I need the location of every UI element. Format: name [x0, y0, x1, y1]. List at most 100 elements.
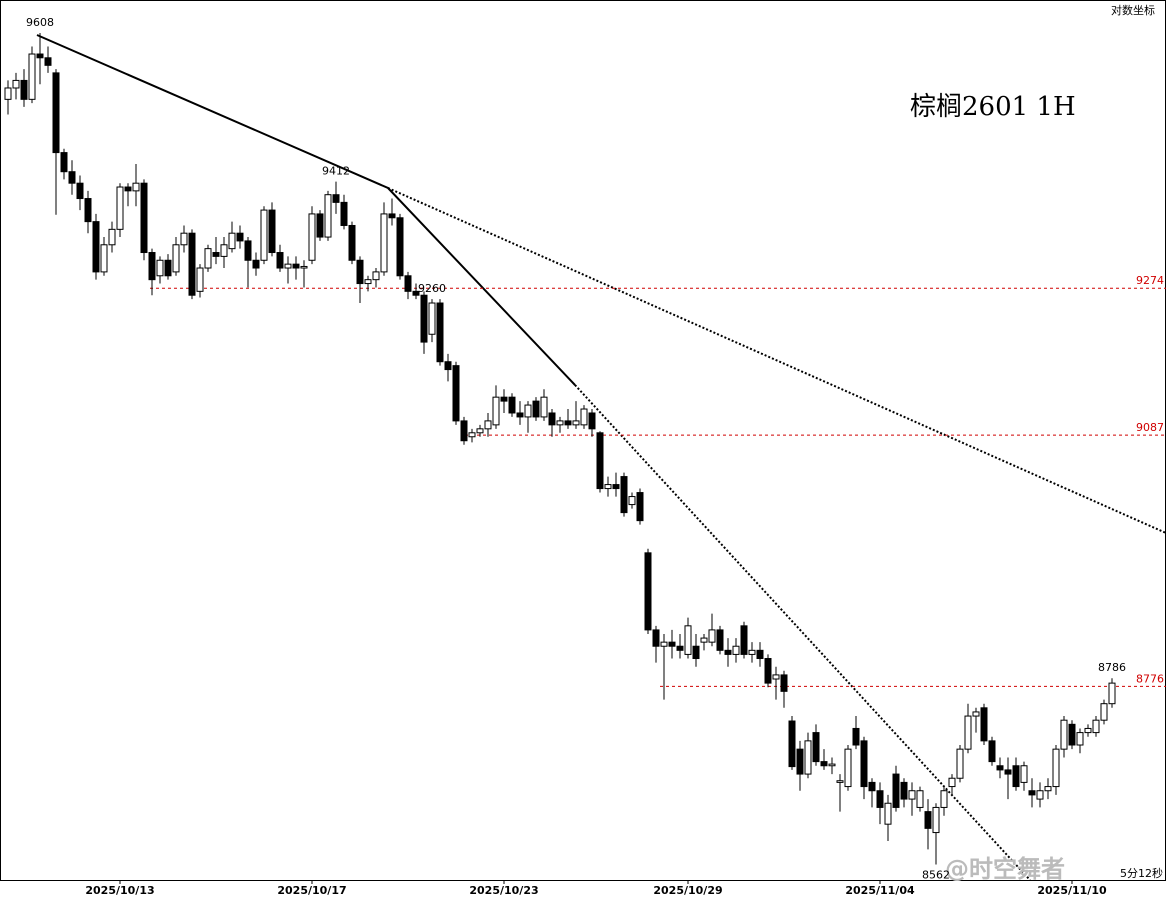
candle-body — [292, 263, 300, 269]
candle-body — [412, 290, 420, 296]
x-tick-label: 2025/10/29 — [653, 884, 722, 897]
candle-body — [644, 552, 652, 631]
candle-body — [492, 396, 500, 426]
candle-body — [340, 201, 348, 226]
candle-body — [124, 186, 132, 192]
candle-body — [532, 400, 540, 418]
candle-body — [20, 79, 28, 100]
candle-body — [852, 727, 860, 746]
candle-body — [12, 79, 20, 89]
candle-body — [236, 232, 244, 242]
candle-body — [332, 194, 340, 203]
candle-body — [36, 53, 44, 59]
candle-body — [92, 221, 100, 273]
candle-body — [1012, 765, 1020, 788]
candle-body — [156, 259, 164, 277]
candle-body — [756, 649, 764, 660]
candle-body — [148, 252, 156, 281]
candle-body — [708, 629, 716, 643]
trend-line-dotted — [574, 384, 1031, 881]
candle-body — [596, 432, 604, 490]
candle-body — [468, 432, 476, 438]
candle-body — [500, 396, 508, 402]
candle-body — [652, 629, 660, 647]
candle-body — [308, 213, 316, 261]
price-annotation: 9412 — [322, 165, 350, 178]
candle-body — [220, 244, 228, 257]
candle-body — [172, 244, 180, 273]
candle-body — [132, 182, 140, 192]
candle-body — [812, 732, 820, 763]
candle-body — [76, 182, 84, 200]
price-annotation: 8562 — [922, 869, 950, 882]
candle-body — [668, 641, 676, 647]
trend-lines — [36, 34, 1167, 881]
candle-body — [116, 186, 124, 230]
candle-body — [244, 240, 252, 261]
candle-body — [84, 198, 92, 223]
price-annotation: 9260 — [418, 282, 446, 295]
candle-body — [452, 365, 460, 422]
candle-body — [212, 252, 220, 257]
candle-body — [892, 773, 900, 808]
candle-body — [572, 420, 580, 426]
candle-body — [588, 412, 596, 430]
candle-body — [204, 248, 212, 269]
x-tick-label: 2025/11/10 — [1037, 884, 1107, 897]
reference-label: 8776 — [1136, 672, 1164, 685]
price-annotation: 9608 — [26, 16, 54, 29]
candle-body — [1044, 786, 1052, 792]
candle-body — [604, 484, 612, 490]
candle-body — [324, 194, 332, 238]
candle-body — [1084, 727, 1092, 734]
candle-body — [1092, 719, 1100, 734]
candle-body — [180, 232, 188, 246]
candle-body — [916, 790, 924, 808]
candle-body — [628, 496, 636, 506]
candle-body — [52, 72, 60, 154]
candle-body — [540, 396, 548, 418]
candle-body — [380, 213, 388, 273]
candle-body — [228, 232, 236, 250]
plot-frame — [0, 0, 1166, 881]
candle-body — [796, 748, 804, 775]
candle-body — [372, 271, 380, 281]
candle-body — [68, 171, 76, 184]
candle-body — [740, 625, 748, 655]
candle-body — [956, 748, 964, 779]
candle-body — [476, 428, 484, 434]
candle-body — [548, 412, 556, 426]
candle-body — [1100, 703, 1108, 721]
candle-body — [284, 263, 292, 269]
candle-body — [508, 396, 516, 414]
chart-title: 棕榈2601 1H — [910, 92, 1076, 122]
candle-body — [988, 740, 996, 763]
candle-body — [932, 806, 940, 834]
reference-label: 9274 — [1136, 274, 1164, 287]
candle-body — [828, 763, 836, 767]
candle-body — [1036, 790, 1044, 800]
candle-body — [484, 420, 492, 430]
candle-body — [972, 711, 980, 717]
candle-body — [396, 217, 404, 277]
candle-body — [420, 294, 428, 343]
candle-body — [348, 224, 356, 261]
candle-body — [732, 645, 740, 655]
candle-body — [636, 492, 644, 522]
candle-body — [388, 213, 396, 219]
candle-body — [252, 259, 260, 269]
x-tick-label: 2025/10/23 — [469, 884, 538, 897]
candle-body — [580, 408, 588, 426]
candle-body — [844, 748, 852, 788]
watermark: @时空舞者 — [945, 855, 1065, 883]
candle-body — [4, 87, 12, 100]
candle-body — [300, 265, 308, 269]
candle-body — [364, 279, 372, 285]
scale-mode: 对数坐标 — [1111, 3, 1155, 17]
candle-body — [724, 649, 732, 655]
candle-body — [1004, 769, 1012, 775]
candle-body — [428, 302, 436, 335]
x-tick-label: 2025/11/04 — [845, 884, 915, 897]
candle-body — [676, 645, 684, 651]
candle-body — [940, 790, 948, 808]
